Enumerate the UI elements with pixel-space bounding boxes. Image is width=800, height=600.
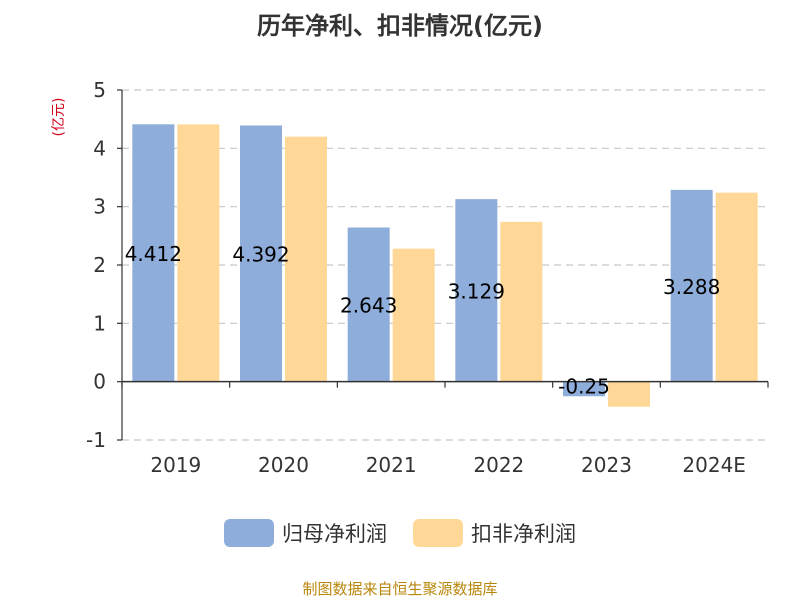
- x-tick-label: 2022: [473, 453, 524, 477]
- bar-net-profit: [563, 381, 605, 397]
- x-tick-label: 2024E: [682, 453, 746, 477]
- y-tick-label: 0: [93, 370, 106, 394]
- x-tick-label: 2023: [581, 453, 632, 477]
- legend: 归母净利润 扣非净利润: [0, 518, 800, 548]
- bar-net-profit: [240, 125, 282, 382]
- x-tick-label: 2019: [150, 453, 201, 477]
- bar-deducted-profit: [392, 248, 435, 382]
- x-tick-label: 2021: [366, 453, 417, 477]
- y-tick-label: 1: [93, 311, 106, 335]
- y-tick-label: -1: [86, 428, 106, 452]
- y-tick-label: 5: [93, 78, 106, 102]
- bar-net-profit: [455, 199, 498, 382]
- bar-deducted-profit: [285, 136, 327, 382]
- bar-net-profit: [347, 227, 390, 382]
- y-tick-label: 4: [93, 136, 106, 160]
- data-label: 3.129: [448, 279, 505, 303]
- y-tick-label: 2: [93, 253, 106, 277]
- data-label: 4.392: [232, 243, 289, 267]
- bar-deducted-profit: [608, 381, 650, 407]
- legend-swatch: [413, 519, 463, 547]
- y-tick-label: 3: [93, 195, 106, 219]
- source-note: 制图数据来自恒生聚源数据库: [302, 580, 498, 598]
- legend-item[interactable]: 归母净利润: [224, 518, 387, 548]
- data-label: 2.643: [340, 294, 397, 318]
- bar-deducted-profit: [715, 192, 758, 382]
- bar-net-profit: [132, 124, 175, 382]
- data-label: -0.25: [558, 375, 610, 399]
- legend-item[interactable]: 扣非净利润: [413, 518, 576, 548]
- data-label: 3.288: [663, 275, 720, 299]
- bar-net-profit: [670, 189, 713, 382]
- legend-label: 扣非净利润: [471, 522, 576, 546]
- bar-deducted-profit: [177, 124, 220, 382]
- legend-label: 归母净利润: [282, 522, 387, 546]
- bar-deducted-profit: [500, 221, 543, 382]
- data-label: 4.412: [125, 242, 182, 266]
- legend-swatch: [224, 519, 274, 547]
- x-tick-label: 2020: [258, 453, 309, 477]
- chart-title: 历年净利、扣非情况(亿元): [257, 12, 543, 40]
